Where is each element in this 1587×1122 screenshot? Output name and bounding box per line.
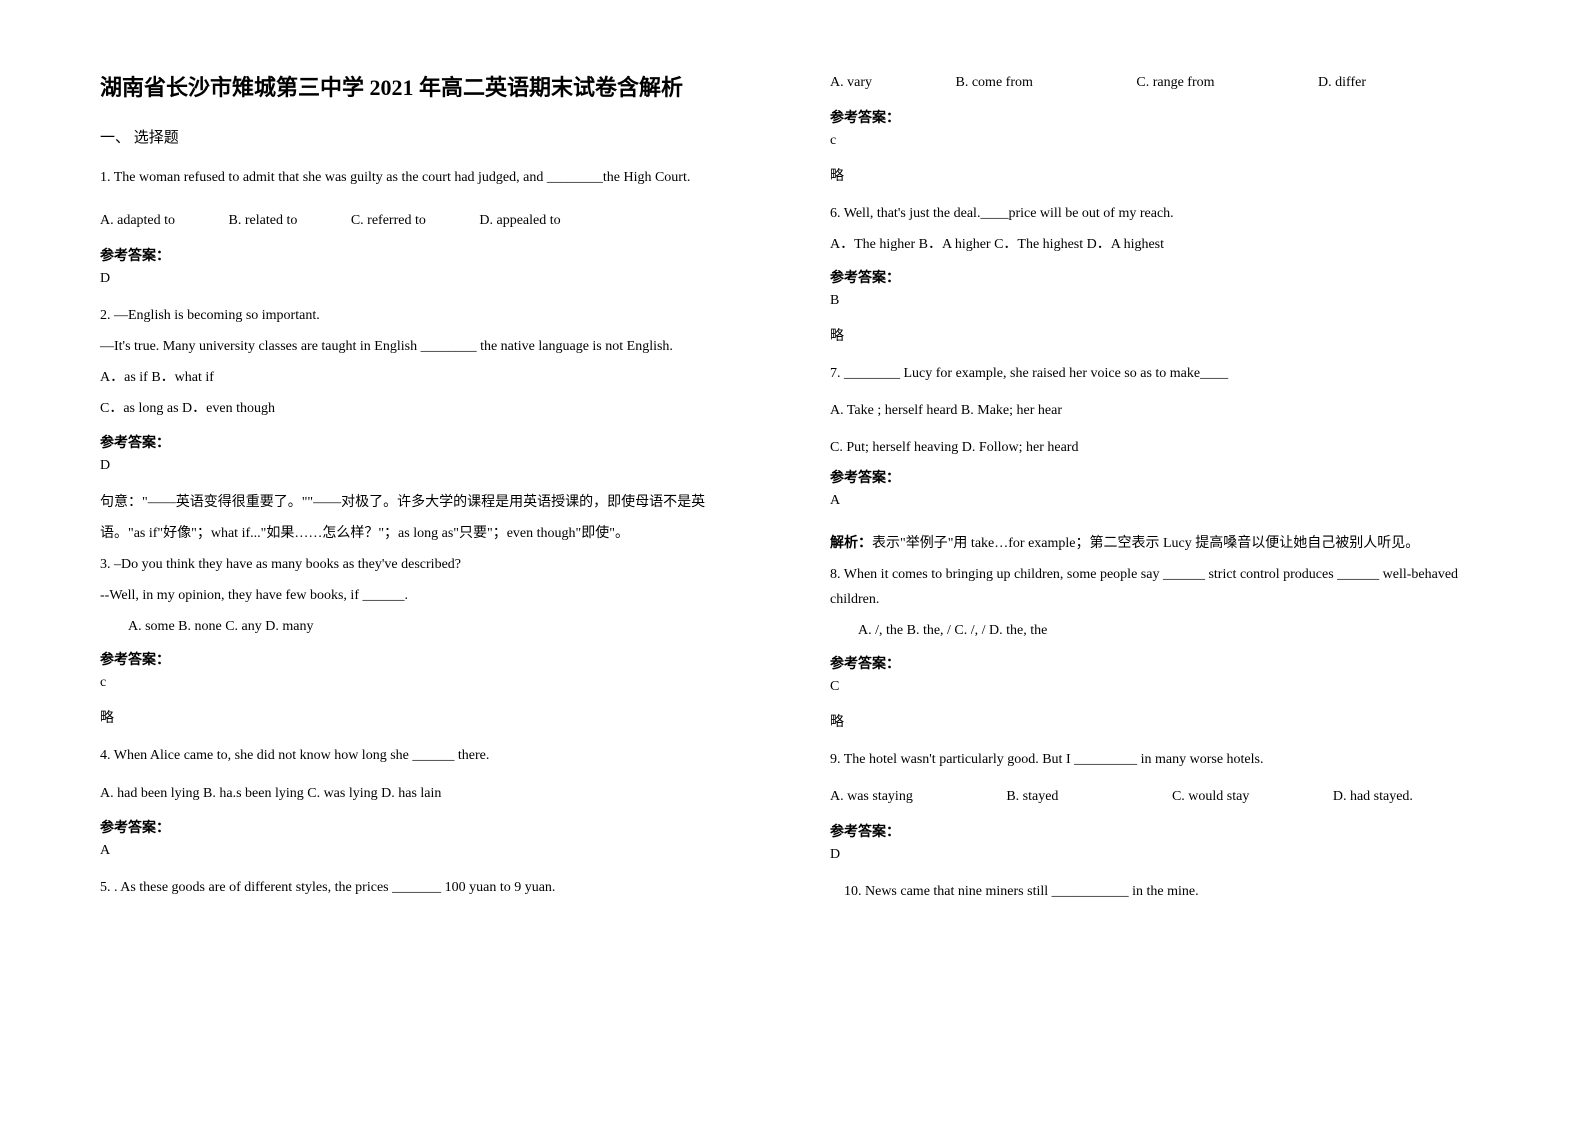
- q6-answer-key-label: 参考答案：: [830, 267, 1510, 287]
- q10-text: 10. News came that nine miners still ___…: [844, 879, 1510, 904]
- q9-opt-c: C. would stay: [1172, 784, 1249, 811]
- q3-options: A. some B. none C. any D. many: [128, 614, 770, 639]
- document-title: 湖南省长沙市雉城第三中学 2021 年高二英语期末试卷含解析: [100, 70, 770, 102]
- q8-note: 略: [830, 711, 1510, 731]
- q7-answer: A: [830, 493, 1510, 509]
- q8-answer: C: [830, 679, 1510, 695]
- q9-opt-d: D. had stayed.: [1333, 784, 1413, 811]
- q2-expl2: 语。"as if"好像"；what if..."如果……怎么样？"；as lon…: [100, 521, 770, 546]
- q1-opt-d: D. appealed to: [479, 208, 560, 235]
- q7-line3: C. Put; herself heaving D. Follow; her h…: [830, 435, 1510, 460]
- q5-text: 5. . As these goods are of different sty…: [100, 875, 770, 900]
- left-column: 湖南省长沙市雉城第三中学 2021 年高二英语期末试卷含解析 一、 选择题 1.…: [100, 70, 770, 910]
- section-heading: 一、 选择题: [100, 126, 770, 147]
- q7-expl-label: 解析：: [830, 536, 872, 551]
- q2-answer-key-label: 参考答案：: [100, 432, 770, 452]
- q6-options: A．The higher B．A higher C．The highest D．…: [830, 232, 1510, 257]
- q9-opt-a: A. was staying: [830, 784, 913, 811]
- q7-answer-key-label: 参考答案：: [830, 467, 1510, 487]
- q1-opt-a: A. adapted to: [100, 208, 175, 235]
- q2-line4: C．as long as D．even though: [100, 396, 770, 421]
- q5-answer-key-label: 参考答案：: [830, 107, 1510, 127]
- q8-answer-key-label: 参考答案：: [830, 653, 1510, 673]
- q2-line2: —It's true. Many university classes are …: [100, 334, 770, 359]
- q6-text: 6. Well, that's just the deal.____price …: [830, 201, 1510, 226]
- q5-opt-b: B. come from: [956, 70, 1033, 97]
- q1-opt-b: B. related to: [229, 208, 298, 235]
- q7-explanation: 解析：表示"举例子"用 take…for example；第二空表示 Lucy …: [830, 531, 1510, 556]
- q9-answer-key-label: 参考答案：: [830, 821, 1510, 841]
- q4-options: A. had been lying B. ha.s been lying C. …: [100, 781, 770, 808]
- q3-note: 略: [100, 707, 770, 727]
- q1-answer-key-label: 参考答案：: [100, 245, 770, 265]
- q7-expl-text: 表示"举例子"用 take…for example；第二空表示 Lucy 提高嗓…: [872, 536, 1419, 551]
- q8-options: A. /, the B. the, / C. /, / D. the, the: [858, 618, 1510, 643]
- q5-answer: c: [830, 133, 1510, 149]
- q2-line1: 2. —English is becoming so important.: [100, 303, 770, 328]
- q5-opt-c: C. range from: [1136, 70, 1214, 97]
- q5-opt-d: D. differ: [1318, 70, 1366, 97]
- q4-answer: A: [100, 843, 770, 859]
- q2-line3: A．as if B．what if: [100, 365, 770, 390]
- q9-options: A. was staying B. stayed C. would stay D…: [830, 784, 1510, 811]
- q7-line2: A. Take ; herself heard B. Make; her hea…: [830, 398, 1510, 423]
- q2-expl1: 句意："——英语变得很重要了。""——对极了。许多大学的课程是用英语授课的，即使…: [100, 490, 770, 515]
- q2-answer: D: [100, 458, 770, 474]
- right-column: A. vary B. come from C. range from D. di…: [830, 70, 1510, 910]
- q1-text: 1. The woman refused to admit that she w…: [100, 165, 770, 190]
- q1-answer: D: [100, 271, 770, 287]
- q6-note: 略: [830, 325, 1510, 345]
- q4-text: 4. When Alice came to, she did not know …: [100, 743, 770, 768]
- q3-answer-key-label: 参考答案：: [100, 649, 770, 669]
- q7-text: 7. ________ Lucy for example, she raised…: [830, 361, 1510, 386]
- q3-line1: 3. –Do you think they have as many books…: [100, 552, 770, 577]
- q9-opt-b: B. stayed: [1006, 784, 1058, 811]
- q1-opt-c: C. referred to: [351, 208, 426, 235]
- q5-opt-a: A. vary: [830, 70, 872, 97]
- q1-options: A. adapted to B. related to C. referred …: [100, 208, 770, 235]
- q5-options: A. vary B. come from C. range from D. di…: [830, 70, 1510, 97]
- q9-answer: D: [830, 847, 1510, 863]
- q3-answer: c: [100, 675, 770, 691]
- q8-text: 8. When it comes to bringing up children…: [830, 562, 1510, 612]
- page-container: 湖南省长沙市雉城第三中学 2021 年高二英语期末试卷含解析 一、 选择题 1.…: [0, 0, 1587, 950]
- q9-text: 9. The hotel wasn't particularly good. B…: [830, 747, 1510, 772]
- q6-answer: B: [830, 293, 1510, 309]
- q5-note: 略: [830, 165, 1510, 185]
- q3-line2: --Well, in my opinion, they have few boo…: [100, 583, 770, 608]
- q4-answer-key-label: 参考答案：: [100, 817, 770, 837]
